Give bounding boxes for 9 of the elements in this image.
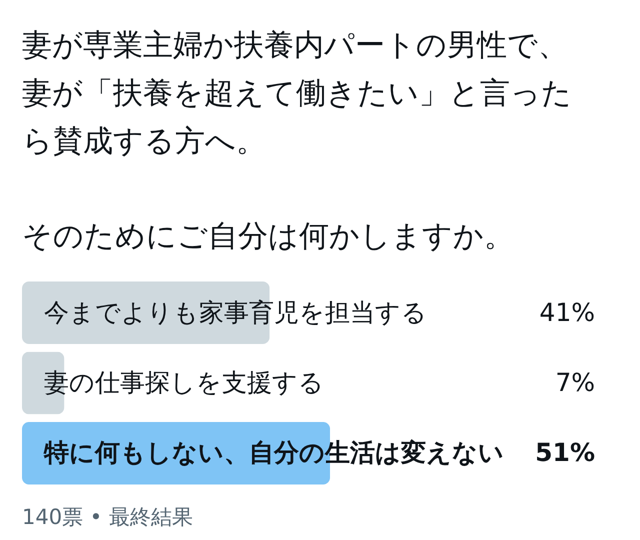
chart-subtitle: そのためにご自分は何かしますか。 [22, 219, 514, 254]
text: 140票 • 最終結果 [22, 505, 193, 529]
y-tick-label: 今までよりも家事育児を担当する [44, 298, 427, 327]
data-label: 7% [555, 368, 595, 397]
data-label: 41% [539, 298, 595, 327]
y-tick-label: 特に何もしない、自分の生活は変えない [43, 438, 504, 468]
chart-title: 妻が専業主婦か扶養内パートの男性で、妻が「扶養を超えて働きたい」と言ったら賛成する方へ。 [22, 28, 572, 159]
data-label: 51% [535, 438, 595, 468]
y-tick-label: 妻の仕事探しを支援する [44, 368, 324, 397]
